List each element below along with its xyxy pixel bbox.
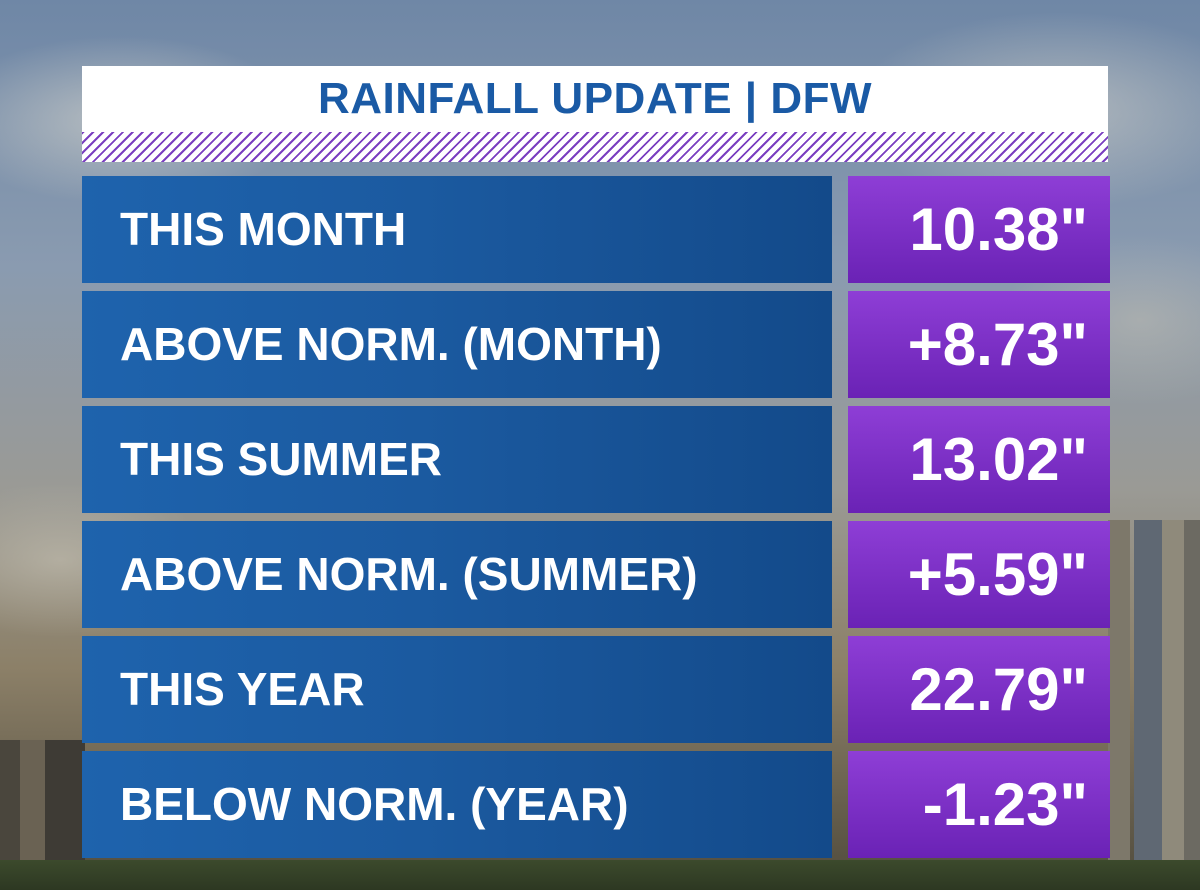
row-value: -1.23" xyxy=(922,771,1088,838)
table-row-this-summer: THIS SUMMER 13.02" xyxy=(82,406,1112,513)
row-label-box: THIS YEAR xyxy=(82,636,832,743)
table-row-above-norm-month: ABOVE NORM. (MONTH) +8.73" xyxy=(82,291,1112,398)
table-row-above-norm-summer: ABOVE NORM. (SUMMER) +5.59" xyxy=(82,521,1112,628)
row-value-box: +8.73" xyxy=(848,291,1110,398)
row-value: 10.38" xyxy=(909,196,1088,263)
row-label-box: BELOW NORM. (YEAR) xyxy=(82,751,832,858)
row-value: +8.73" xyxy=(907,311,1088,378)
title-banner: RAINFALL UPDATE | DFW xyxy=(82,66,1108,162)
row-value-box: +5.59" xyxy=(848,521,1110,628)
row-label: THIS MONTH xyxy=(120,203,407,255)
table-row-this-year: THIS YEAR 22.79" xyxy=(82,636,1112,743)
row-value-box: 22.79" xyxy=(848,636,1110,743)
title-stripe-decoration xyxy=(82,132,1108,162)
row-label: THIS YEAR xyxy=(120,663,365,715)
city-skyline-image xyxy=(1100,520,1200,890)
row-label: ABOVE NORM. (MONTH) xyxy=(120,318,662,370)
table-row-below-norm-year: BELOW NORM. (YEAR) -1.23" xyxy=(82,751,1112,858)
trees-ground-image xyxy=(0,860,1200,890)
rainfall-table: THIS MONTH 10.38" ABOVE NORM. (MONTH) +8… xyxy=(82,176,1112,866)
row-label-box: THIS SUMMER xyxy=(82,406,832,513)
row-label-box: ABOVE NORM. (SUMMER) xyxy=(82,521,832,628)
row-label: ABOVE NORM. (SUMMER) xyxy=(120,548,698,600)
row-value-box: -1.23" xyxy=(848,751,1110,858)
row-label-box: THIS MONTH xyxy=(82,176,832,283)
row-value-box: 10.38" xyxy=(848,176,1110,283)
row-value: 13.02" xyxy=(909,426,1088,493)
row-label: THIS SUMMER xyxy=(120,433,442,485)
row-value: 22.79" xyxy=(909,656,1088,723)
row-label-box: ABOVE NORM. (MONTH) xyxy=(82,291,832,398)
table-row-this-month: THIS MONTH 10.38" xyxy=(82,176,1112,283)
page-title: RAINFALL UPDATE | DFW xyxy=(317,74,873,123)
row-label: BELOW NORM. (YEAR) xyxy=(120,778,629,830)
row-value-box: 13.02" xyxy=(848,406,1110,513)
row-value: +5.59" xyxy=(907,541,1088,608)
